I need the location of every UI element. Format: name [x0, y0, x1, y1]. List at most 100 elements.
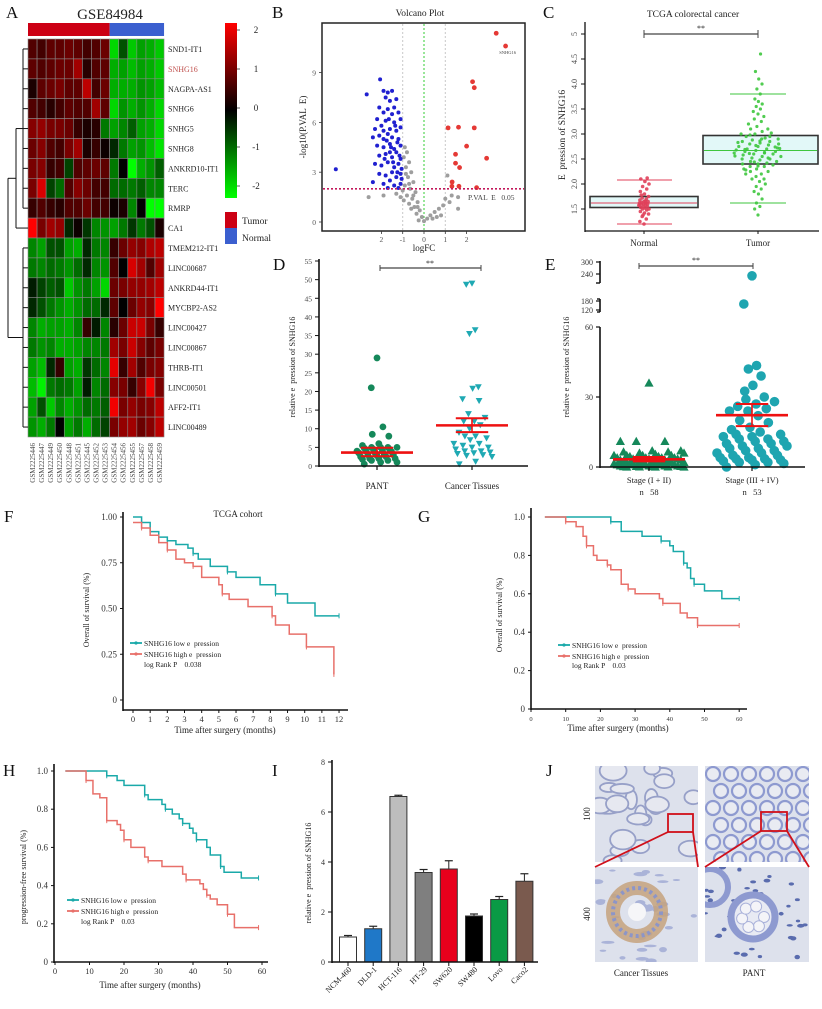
nucleus	[635, 957, 649, 961]
volcano-point	[370, 180, 375, 185]
legend-swatch-tumor	[225, 212, 237, 228]
heatmap-cell	[54, 58, 65, 80]
crypt	[784, 782, 802, 800]
heatmap-cell	[63, 317, 74, 338]
heatmap-cell	[45, 158, 56, 179]
heatmap-cell	[127, 197, 138, 219]
heatmap-cell	[109, 357, 119, 378]
heatmap-cell	[63, 138, 74, 159]
x-tick-label: 40	[667, 716, 674, 723]
heatmap-cell	[27, 138, 38, 159]
x-tick-label: 1	[148, 714, 152, 724]
volcano-point	[385, 132, 390, 137]
heatmap-cell	[54, 217, 65, 239]
volcano-point	[456, 124, 461, 130]
volcano-point	[375, 143, 380, 148]
data-point	[724, 406, 735, 416]
data-point	[740, 157, 744, 161]
x-tick-label: 50	[701, 716, 708, 723]
heatmap-cell	[54, 277, 65, 298]
nucleus	[595, 879, 604, 885]
heatmap-cell	[82, 317, 92, 338]
data-point	[465, 411, 472, 418]
heatmap-cell	[36, 237, 47, 259]
data-point	[748, 169, 753, 174]
nucleus	[659, 946, 667, 953]
heatmap-cell	[73, 217, 83, 239]
panel-label-c: C	[543, 3, 554, 22]
heatmap-cell	[136, 118, 147, 139]
data-point	[773, 149, 778, 154]
row-dendrogram	[7, 48, 28, 428]
volcano-point	[432, 210, 437, 215]
heatmap-cell	[118, 138, 129, 159]
volcano-point	[378, 77, 383, 82]
volcano-point	[390, 170, 395, 175]
data-point	[643, 179, 647, 184]
x-tick-label: Tumor	[746, 238, 770, 248]
y-tick-label: 240	[581, 270, 593, 279]
legend-label-low: SNHG16 low e pression	[572, 641, 647, 650]
goblet-cell	[736, 912, 749, 925]
heatmap-cell	[145, 317, 156, 338]
x-tick-label: NCM-460	[324, 965, 354, 995]
column-label: GSM2225456	[120, 443, 128, 483]
heatmap-cell	[154, 277, 165, 298]
data-point	[644, 378, 654, 387]
y-tick-label: 180	[581, 297, 593, 306]
volcano-point	[375, 117, 380, 122]
x-tick-label: Cancer Tissues	[445, 481, 500, 491]
volcano-point	[407, 160, 412, 165]
zoom-connector	[692, 831, 699, 868]
volcano-point	[395, 170, 400, 175]
data-point	[753, 69, 758, 74]
data-point	[758, 139, 762, 143]
x-tick-label: 6	[234, 714, 238, 724]
chart-title: TCGA colorectal cancer	[647, 10, 740, 20]
volcano-point	[383, 173, 388, 178]
gland	[609, 783, 635, 795]
heatmap-cell	[45, 257, 56, 279]
heatmap-cell	[82, 416, 92, 438]
group-0	[341, 354, 413, 468]
heatmap-cell	[82, 297, 92, 318]
heatmap-cell	[154, 98, 165, 119]
volcano-point	[456, 183, 462, 189]
chart-title: Volcano Plot	[396, 9, 445, 19]
heatmap-cell	[145, 376, 156, 398]
heatmap-cell	[118, 357, 129, 378]
heatmap-cell	[45, 98, 56, 119]
nucleus	[786, 904, 791, 908]
nucleus	[715, 933, 723, 938]
data-point	[778, 146, 782, 151]
data-point	[647, 182, 651, 186]
crypt	[758, 833, 776, 851]
volcano-point	[381, 110, 386, 115]
panel-label-a: A	[6, 3, 19, 22]
heatmap-cell	[36, 297, 47, 318]
data-point	[769, 131, 773, 135]
heatmap-cell	[109, 396, 119, 418]
panel-label-j: J	[546, 761, 553, 780]
legend-label-low: SNHG16 low e pression	[144, 639, 219, 648]
heatmap-cell	[63, 98, 74, 119]
volcano-point	[411, 180, 416, 185]
heatmap-cell	[73, 237, 83, 259]
crypt	[766, 782, 784, 800]
data-point	[393, 443, 401, 451]
goblet-cell	[739, 902, 752, 915]
data-point	[475, 440, 483, 448]
heatmap-cell	[145, 178, 156, 199]
data-point	[752, 160, 756, 164]
heatmap-cell	[36, 416, 47, 438]
y-tick-label: 55	[305, 257, 313, 266]
crypt	[748, 816, 766, 834]
heatmap-cell	[63, 217, 74, 239]
y-tick-label: 30	[585, 393, 593, 402]
heatmap-cell	[118, 277, 129, 298]
heatmap-cell	[27, 297, 38, 318]
data-point	[751, 109, 755, 114]
gland	[605, 794, 630, 814]
crypt	[766, 816, 784, 834]
heatmap-cell	[136, 237, 147, 259]
